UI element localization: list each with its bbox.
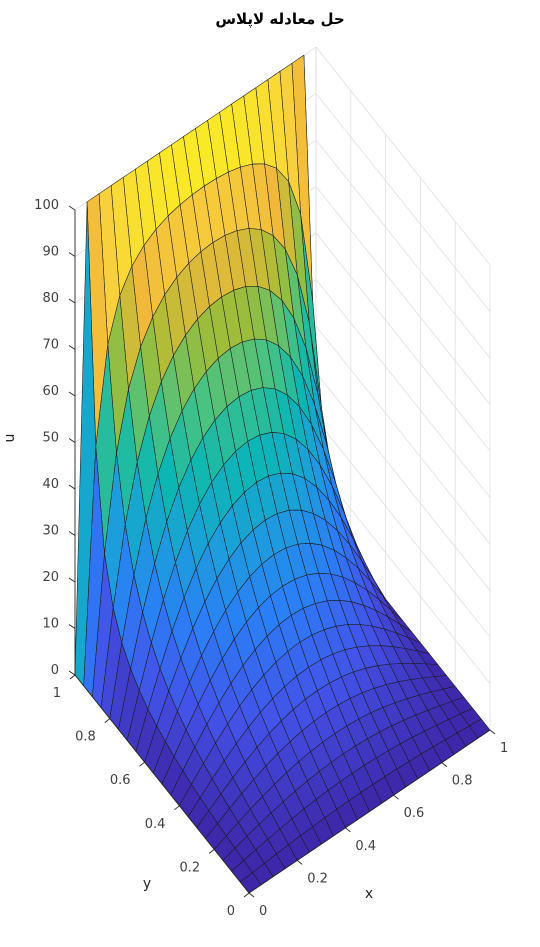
z-tick-label: 60 (42, 384, 59, 399)
grid-line (315, 139, 491, 359)
x-axis-line (248, 729, 491, 894)
x-tick-label: 0.8 (452, 774, 473, 789)
grid-line (315, 372, 491, 591)
y-tick-label: 0.8 (75, 730, 96, 745)
z-tick-mark (68, 205, 76, 211)
x-tick-mark (345, 827, 351, 833)
z-tick-label: 30 (42, 524, 59, 539)
x-tick-label: 1 (500, 741, 508, 756)
z-tick-label: 80 (42, 291, 59, 306)
x-tick-mark (441, 762, 448, 767)
grid-line (315, 325, 491, 545)
z-tick-label: 10 (42, 617, 59, 632)
y-axis-line (74, 674, 250, 894)
z-tick-mark (68, 391, 76, 397)
axes: 00.20.40.60.8100.20.40.60.81010203040506… (34, 198, 508, 919)
grid-line (315, 279, 491, 498)
z-tick-mark (68, 670, 76, 676)
z-tick-label: 0 (51, 663, 59, 678)
grid-line (315, 465, 491, 684)
x-tick-mark (393, 794, 399, 800)
x-tick-mark (296, 860, 303, 865)
x-tick-mark (248, 892, 255, 898)
chart-title: حل معادله لاپلاس (215, 10, 344, 29)
y-tick-label: 1 (53, 686, 61, 701)
x-tick-label: 0.4 (355, 839, 376, 854)
grid-line (315, 186, 491, 405)
y-tick-label: 0.2 (180, 860, 201, 875)
y-tick-mark (243, 892, 250, 898)
x-tick-label: 0.6 (404, 806, 425, 821)
y-tick-label: 0 (227, 904, 235, 919)
z-tick-label: 20 (42, 570, 59, 585)
z-tick-label: 70 (42, 338, 59, 353)
x-axis-label: x (365, 886, 373, 902)
grid-line (315, 232, 491, 452)
z-tick-mark (68, 252, 76, 257)
x-tick-mark (489, 729, 496, 735)
surface (74, 54, 491, 894)
z-tick-mark (68, 298, 76, 304)
z-tick-mark (68, 577, 76, 583)
z-tick-label: 40 (42, 477, 59, 492)
y-tick-mark (139, 761, 145, 767)
grid-line (315, 93, 491, 312)
z-tick-mark (68, 531, 76, 536)
z-tick-label: 50 (42, 431, 59, 446)
grid-line (315, 46, 491, 266)
y-tick-label: 0.6 (110, 773, 131, 788)
grid-line (315, 418, 491, 638)
x-tick-label: 0 (259, 904, 267, 919)
x-tick-label: 0.2 (307, 871, 328, 886)
z-tick-label: 100 (34, 198, 59, 213)
y-tick-label: 0.4 (145, 817, 166, 832)
y-tick-mark (174, 805, 180, 811)
y-tick-mark (104, 718, 111, 723)
z-tick-mark (68, 345, 76, 350)
z-tick-label: 90 (42, 245, 59, 260)
y-tick-mark (69, 674, 76, 680)
z-axis-label: u (2, 434, 18, 443)
y-axis-label: y (143, 876, 151, 892)
z-tick-mark (68, 438, 76, 443)
z-tick-mark (68, 624, 76, 629)
z-tick-mark (68, 484, 76, 490)
y-tick-mark (208, 849, 215, 854)
